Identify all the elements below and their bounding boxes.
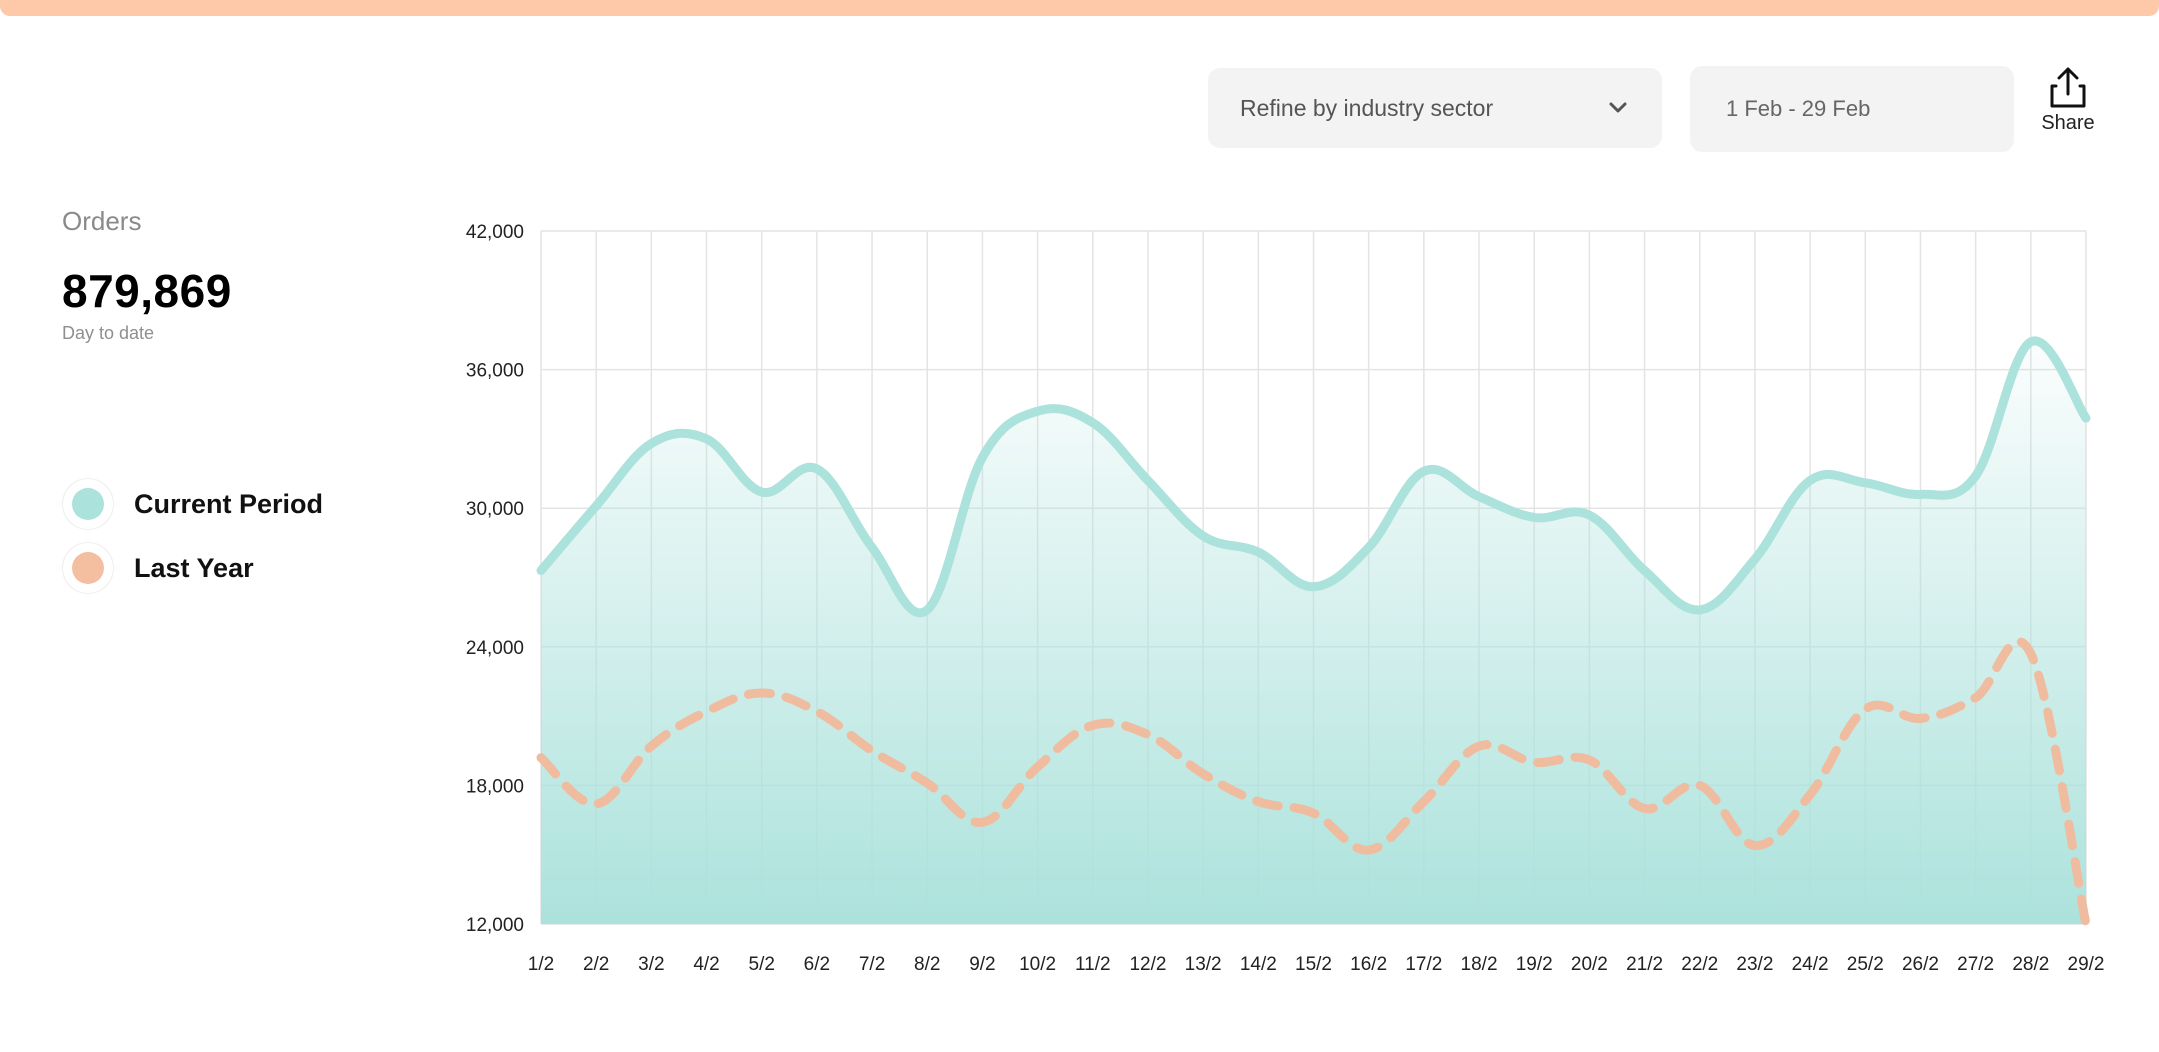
legend-label-current-period: Current Period bbox=[134, 488, 324, 519]
toolbar: Refine by industry sector 1 Feb - 29 Feb… bbox=[0, 66, 2159, 156]
x-tick-label: 3/2 bbox=[638, 954, 664, 975]
share-label: Share bbox=[2041, 112, 2095, 134]
legend-label-last-year: Last Year bbox=[134, 552, 254, 583]
x-tick-label: 12/2 bbox=[1129, 954, 1166, 975]
y-tick-label: 42,000 bbox=[466, 222, 524, 243]
orders-value: 879,869 bbox=[62, 265, 232, 317]
date-range-picker[interactable]: 1 Feb - 29 Feb bbox=[1690, 66, 2014, 152]
industry-sector-select[interactable]: Refine by industry sector bbox=[1208, 68, 1662, 148]
x-axis-ticks: 1/2 2/2 3/2 4/2 5/2 6/2 7/2 8/2 9/2 10/2 11/2 12/2 1… bbox=[528, 954, 2105, 975]
x-tick-label: 5/2 bbox=[749, 954, 775, 975]
x-tick-label: 15/2 bbox=[1295, 954, 1332, 975]
x-tick-label: 24/2 bbox=[1792, 954, 1829, 975]
chart-legend: Current Period Last Year bbox=[62, 472, 323, 600]
x-tick-label: 22/2 bbox=[1681, 954, 1718, 975]
last-year-line bbox=[536, 637, 2091, 929]
top-accent-bar bbox=[0, 0, 2159, 16]
y-tick-label: 30,000 bbox=[466, 499, 524, 520]
y-tick-label: 12,000 bbox=[466, 915, 524, 936]
x-tick-label: 14/2 bbox=[1240, 954, 1277, 975]
share-button[interactable]: Share bbox=[2036, 66, 2100, 142]
current-period-line bbox=[536, 336, 2091, 618]
y-tick-label: 18,000 bbox=[466, 776, 524, 797]
y-tick-label: 24,000 bbox=[466, 638, 524, 659]
date-range-label: 1 Feb - 29 Feb bbox=[1726, 96, 1871, 121]
x-tick-label: 18/2 bbox=[1461, 954, 1498, 975]
x-tick-label: 25/2 bbox=[1847, 954, 1884, 975]
orders-title: Orders bbox=[62, 206, 142, 236]
x-tick-label: 23/2 bbox=[1736, 954, 1773, 975]
share-icon bbox=[2050, 67, 2086, 108]
x-tick-label: 2/2 bbox=[583, 954, 609, 975]
y-tick-label: 36,000 bbox=[466, 361, 524, 382]
legend-swatch-last-year bbox=[62, 542, 114, 594]
x-tick-label: 11/2 bbox=[1075, 954, 1111, 975]
x-tick-label: 10/2 bbox=[1019, 954, 1056, 975]
chart-series bbox=[536, 336, 2091, 929]
x-tick-label: 4/2 bbox=[693, 954, 719, 975]
x-tick-label: 8/2 bbox=[914, 954, 940, 975]
x-tick-label: 7/2 bbox=[859, 954, 885, 975]
x-tick-label: 20/2 bbox=[1571, 954, 1608, 975]
x-tick-label: 6/2 bbox=[804, 954, 830, 975]
legend-item-current-period[interactable]: Current Period bbox=[62, 472, 323, 536]
x-tick-label: 16/2 bbox=[1350, 954, 1387, 975]
chevron-down-icon bbox=[1609, 102, 1627, 113]
legend-dot-current bbox=[72, 488, 104, 520]
x-tick-label: 13/2 bbox=[1185, 954, 1222, 975]
industry-sector-select-label: Refine by industry sector bbox=[1240, 94, 1494, 121]
x-tick-label: 26/2 bbox=[1902, 954, 1939, 975]
x-tick-label: 21/2 bbox=[1626, 954, 1663, 975]
legend-swatch-current bbox=[62, 478, 114, 530]
x-tick-label: 17/2 bbox=[1405, 954, 1442, 975]
orders-subtitle: Day to date bbox=[62, 323, 155, 343]
x-tick-label: 27/2 bbox=[1957, 954, 1994, 975]
y-axis-ticks: 12,000 18,000 24,000 30,000 36,000 42,000 bbox=[466, 222, 524, 936]
legend-dot-last-year bbox=[72, 552, 104, 584]
x-tick-label: 19/2 bbox=[1516, 954, 1553, 975]
legend-item-last-year[interactable]: Last Year bbox=[62, 536, 323, 600]
x-tick-label: 1/2 bbox=[528, 954, 554, 975]
x-tick-label: 29/2 bbox=[2068, 954, 2105, 975]
x-tick-label: 28/2 bbox=[2012, 954, 2049, 975]
x-tick-label: 9/2 bbox=[969, 954, 995, 975]
